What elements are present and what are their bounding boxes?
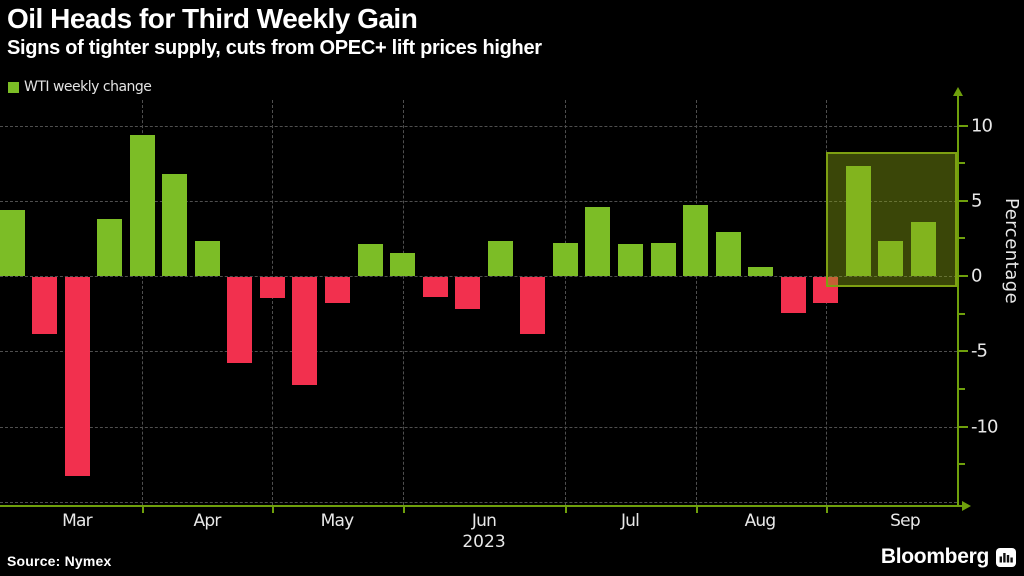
x-axis-month-label: Mar <box>62 511 92 531</box>
y-axis-title: Percentage <box>1001 198 1022 305</box>
bar-negative <box>259 277 285 299</box>
x-axis-year-label: 2023 <box>462 532 506 552</box>
bar-negative <box>422 277 448 297</box>
bar-negative <box>325 277 350 303</box>
y-axis-line <box>957 96 959 505</box>
bloomberg-wordmark: Bloomberg <box>880 545 989 568</box>
bar-negative <box>32 277 58 335</box>
bar-positive <box>748 266 774 276</box>
gridline-month-boundary <box>142 100 144 505</box>
x-axis-month-tick <box>565 507 568 513</box>
bar-positive <box>650 242 676 276</box>
gridline-month-boundary <box>565 100 567 505</box>
y-axis-tick-label: -5 <box>971 340 988 362</box>
y-axis-minor-tick <box>959 237 965 240</box>
gridline-month-boundary <box>695 100 697 505</box>
x-axis-line <box>0 505 964 507</box>
chart-subtitle: Signs of tighter supply, cuts from OPEC+… <box>7 37 542 59</box>
y-axis-major-tick <box>959 275 968 277</box>
y-axis-tick-label: 10 <box>971 115 993 136</box>
bar-positive <box>97 218 123 276</box>
y-axis-minor-tick <box>959 463 965 466</box>
x-axis-month-label: Apr <box>193 511 221 531</box>
x-axis-month-label: May <box>320 511 355 531</box>
y-axis-tick-label: 0 <box>971 265 982 287</box>
legend: WTI weekly change <box>8 79 152 95</box>
bar-positive <box>910 221 936 276</box>
bar-negative <box>292 277 318 386</box>
y-axis-tick-label: -10 <box>971 416 998 437</box>
legend-swatch-icon <box>8 81 19 93</box>
bar-positive <box>390 253 416 276</box>
highlight-box <box>825 151 957 287</box>
gridline-horizontal <box>0 426 957 428</box>
y-axis-minor-tick <box>959 312 965 315</box>
bar-positive <box>194 241 220 276</box>
x-axis-month-label: Jun <box>471 511 497 531</box>
y-axis-major-tick <box>959 425 968 428</box>
x-axis-month-label: Sep <box>890 511 920 531</box>
bar-positive <box>715 232 741 276</box>
gridline-horizontal <box>0 276 957 277</box>
bar-positive <box>585 206 611 276</box>
bar-positive <box>162 173 188 276</box>
bar-negative <box>64 277 90 476</box>
y-axis-major-tick <box>959 199 968 202</box>
bar-positive <box>129 134 155 276</box>
x-axis-month-tick <box>142 507 145 513</box>
y-axis-minor-tick <box>959 162 965 165</box>
bar-positive <box>617 244 643 276</box>
bar-positive <box>487 241 513 276</box>
y-axis-arrow-icon <box>953 87 963 96</box>
bar-positive <box>683 205 709 276</box>
x-axis-arrow-icon <box>962 501 971 511</box>
y-axis-minor-tick <box>959 387 965 390</box>
bar-negative <box>780 277 806 314</box>
bloomberg-logo: Bloomberg <box>881 545 1016 569</box>
bar-positive <box>552 242 578 276</box>
gridline-month-boundary <box>272 100 274 505</box>
gridline-horizontal <box>0 501 957 503</box>
x-axis-month-label: Aug <box>744 511 777 531</box>
legend-label: WTI weekly change <box>24 79 152 95</box>
bloomberg-terminal-icon <box>996 547 1016 567</box>
y-axis-tick-label: 5 <box>971 190 982 212</box>
gridline-horizontal <box>0 351 957 353</box>
chart-title: Oil Heads for Third Weekly Gain <box>7 3 418 34</box>
x-axis-month-tick <box>402 507 405 513</box>
gridline-horizontal <box>0 125 957 127</box>
bar-negative <box>455 277 481 309</box>
x-axis-month-tick <box>272 507 275 513</box>
x-axis-month-tick <box>825 507 828 513</box>
gridline-horizontal <box>0 200 957 202</box>
y-axis-major-tick <box>959 124 968 127</box>
x-axis-month-label: Jul <box>620 511 640 531</box>
bar-positive <box>878 241 904 276</box>
bar-negative <box>520 277 546 335</box>
bar-positive <box>845 166 871 276</box>
bar-positive <box>357 244 383 276</box>
bar-positive <box>0 209 25 276</box>
y-axis-major-tick <box>959 350 968 353</box>
source-note: Source: Nymex <box>7 553 112 569</box>
x-axis-month-tick <box>695 507 698 513</box>
bar-negative <box>227 277 253 363</box>
gridline-month-boundary <box>402 100 404 505</box>
